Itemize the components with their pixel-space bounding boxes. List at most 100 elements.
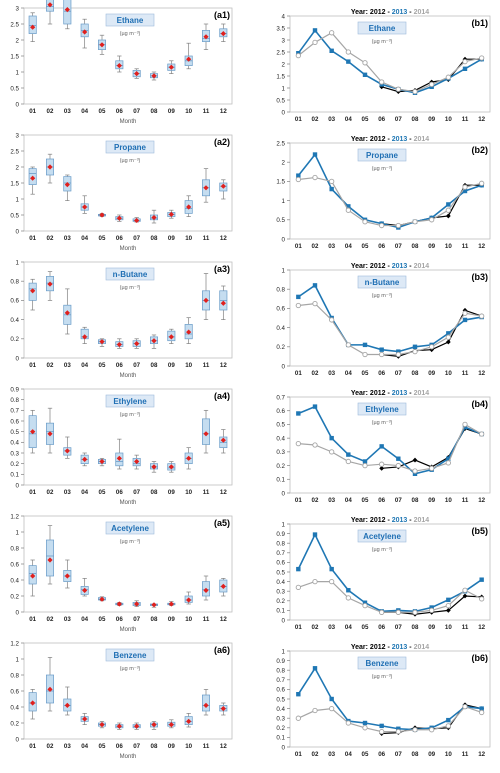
- x-tick-label: 02: [47, 108, 54, 115]
- box-month-12: [219, 179, 228, 200]
- series-point: [412, 344, 418, 349]
- panel-label: (b1): [472, 18, 489, 28]
- y-tick-label: 0.6: [10, 298, 19, 305]
- x-tick-label: 12: [478, 624, 485, 631]
- y-tick-label: 0.6: [276, 687, 285, 694]
- x-tick-label: 01: [29, 489, 36, 496]
- x-tick-label: 01: [295, 751, 302, 758]
- x-tick-label: 03: [328, 497, 335, 504]
- x-tick-label: 06: [378, 116, 385, 123]
- series-point: [296, 566, 301, 572]
- series-point: [312, 532, 318, 537]
- x-tick-label: 04: [345, 116, 352, 123]
- x-tick-label: 04: [81, 235, 88, 242]
- series-point: [295, 52, 301, 59]
- legend-sep: -: [407, 390, 413, 397]
- x-tick-label: 06: [378, 497, 385, 504]
- legend-2012: 2012: [368, 517, 386, 524]
- y-tick-label: 4: [282, 13, 286, 20]
- y-tick-label: 0.2: [276, 725, 285, 732]
- series-point: [462, 310, 468, 316]
- box-month-07: [132, 600, 141, 607]
- box-month-03: [63, 686, 72, 716]
- x-tick-label: 03: [64, 362, 71, 369]
- x-tick-label: 03: [328, 751, 335, 758]
- box-month-11: [202, 409, 210, 454]
- x-tick-label: 11: [462, 624, 469, 631]
- y-tick-label: 0.8: [276, 541, 285, 548]
- box-month-12: [219, 702, 228, 716]
- y-tick-label: 1: [282, 521, 286, 528]
- x-tick-label: 07: [133, 743, 140, 750]
- x-tick-label: 02: [312, 497, 319, 504]
- legend-2013: 2013: [392, 517, 408, 524]
- x-tick-label: 01: [295, 370, 302, 377]
- y-tick-label: 0.5: [276, 696, 285, 703]
- y-tick-label: 1.5: [276, 73, 285, 80]
- year-legend: Year: 2012 - 2013 - 2014: [351, 263, 429, 270]
- mean-marker: [82, 29, 88, 35]
- x-tick-label: 12: [220, 235, 227, 242]
- species-name: Ethylene: [365, 405, 399, 414]
- y-tick-label: 0: [16, 482, 20, 489]
- box-month-09: [167, 461, 176, 473]
- series-point: [345, 342, 351, 348]
- box-month-02: [46, 657, 54, 712]
- series-point: [296, 411, 301, 416]
- series-point: [379, 723, 384, 729]
- mean-marker: [99, 596, 105, 602]
- box-month-12: [219, 23, 228, 42]
- series-2013: [296, 404, 484, 476]
- x-tick-label: 10: [185, 362, 192, 369]
- mean-marker: [116, 601, 122, 607]
- box-month-08: [150, 334, 158, 349]
- legend-prefix: Year:: [351, 9, 368, 16]
- y-tick-label: 0.6: [276, 306, 285, 313]
- mean-marker: [116, 341, 122, 348]
- legend-sep: -: [407, 9, 413, 16]
- mean-marker: [99, 339, 105, 345]
- series-point: [412, 727, 418, 733]
- x-tick-label: 12: [478, 116, 485, 123]
- x-tick-label: 05: [99, 489, 106, 496]
- species-label-box: [357, 148, 407, 162]
- species-name: Propane: [366, 151, 399, 160]
- x-tick-label: 08: [151, 235, 158, 242]
- y-tick-label: 0.5: [276, 97, 285, 104]
- series-point: [295, 302, 301, 309]
- box-month-09: [167, 601, 176, 607]
- mean-marker: [116, 215, 122, 221]
- x-tick-label: 11: [462, 116, 469, 123]
- mean-marker: [82, 716, 88, 722]
- legend-sep: -: [407, 517, 413, 524]
- y-tick-label: 1: [16, 529, 20, 536]
- series-point: [446, 202, 451, 207]
- mean-marker: [99, 42, 105, 48]
- x-tick-label: 06: [116, 235, 123, 242]
- box-month-09: [167, 209, 176, 219]
- y-tick-label: 1.2: [10, 640, 19, 647]
- species-name: Benzene: [114, 651, 147, 660]
- legend-2014: 2014: [414, 517, 430, 524]
- x-tick-label: 10: [185, 108, 192, 115]
- mean-marker: [220, 706, 226, 712]
- y-tick-label: 1.5: [10, 53, 19, 60]
- box-month-07: [132, 338, 141, 349]
- series-point: [329, 317, 335, 323]
- panel-a5: 0 0.2 0.4 0.6 0.8 1 1.2 01 02 03 04 05 06 07 08 09 10 11 1…: [10, 513, 233, 633]
- x-tick-label: 03: [328, 116, 335, 123]
- mean-marker: [168, 334, 174, 340]
- legend-2014: 2014: [414, 9, 430, 16]
- mean-marker: [151, 464, 157, 470]
- box-month-04: [80, 578, 89, 597]
- mean-marker: [30, 429, 36, 435]
- species-name: Ethylene: [113, 397, 147, 406]
- box-month-04: [80, 452, 89, 467]
- box-month-02: [46, 0, 54, 25]
- y-tick-label: 1.5: [10, 180, 19, 187]
- series-point: [479, 431, 485, 437]
- x-tick-label: 04: [81, 616, 88, 623]
- legend-2013: 2013: [392, 644, 408, 651]
- x-tick-label: 10: [445, 370, 452, 377]
- species-name: n-Butane: [365, 278, 400, 287]
